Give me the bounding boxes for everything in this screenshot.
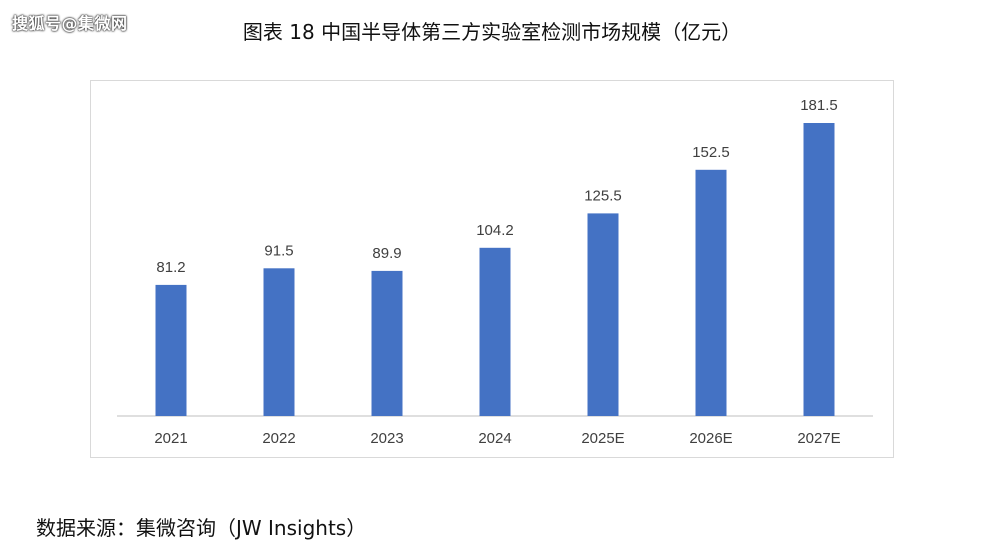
chart-title: 图表 18 中国半导体第三方实验室检测市场规模（亿元） (242, 20, 742, 44)
data-label-2021: 81.2 (156, 259, 185, 276)
x-tick-label-2022: 2022 (262, 430, 295, 447)
bar-2021 (155, 284, 187, 416)
x-tick-label-2026E: 2026E (689, 430, 732, 447)
x-tick-label-2023: 2023 (370, 430, 403, 447)
data-label-2025E: 125.5 (584, 187, 622, 204)
bar-2022 (263, 268, 295, 416)
watermark-text: 搜狐号@集微网 (12, 14, 128, 33)
data-label-2026E: 152.5 (692, 144, 730, 161)
x-tick-label-2024: 2024 (478, 430, 511, 447)
data-label-2022: 91.5 (264, 242, 293, 259)
source-note: 数据来源：集微咨询（JW Insights） (36, 516, 367, 540)
x-tick-label-2021: 2021 (154, 430, 187, 447)
bar-2025E (587, 213, 619, 416)
x-tick-label-2027E: 2027E (797, 430, 840, 447)
bar-2023 (371, 270, 403, 416)
data-label-2024: 104.2 (476, 222, 514, 239)
bar-2024 (479, 247, 511, 416)
chart-frame: 81.2 2021 91.5 2022 89.9 2023 104.2 2024 125.5 20… (90, 80, 894, 458)
data-label-2023: 89.9 (372, 245, 401, 262)
data-label-2027E: 181.5 (800, 97, 838, 114)
bar-chart: 81.2 2021 91.5 2022 89.9 2023 104.2 2024 125.5 20… (117, 97, 873, 447)
bar-2026E (695, 169, 727, 416)
bar-2027E (803, 123, 835, 416)
x-tick-label-2025E: 2025E (581, 430, 624, 447)
